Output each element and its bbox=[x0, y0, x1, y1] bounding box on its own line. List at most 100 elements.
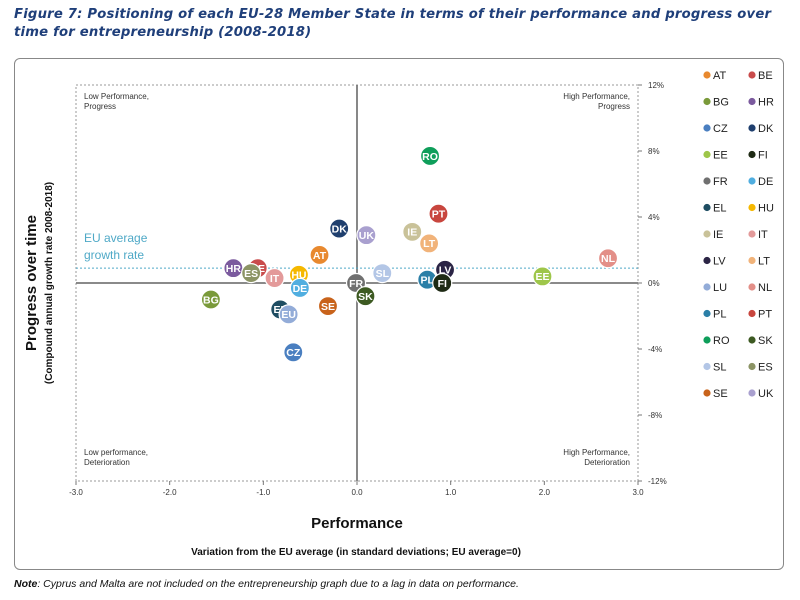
legend-marker-ie bbox=[703, 230, 711, 238]
legend-marker-cz bbox=[703, 124, 711, 132]
legend-label-at: AT bbox=[713, 70, 727, 82]
legend-label-fr: FR bbox=[713, 176, 728, 188]
eu-average-label: growth rate bbox=[84, 248, 144, 262]
point-label-se: SE bbox=[321, 301, 335, 313]
quadrant-label-bottom-right: Deterioration bbox=[584, 458, 630, 467]
point-label-at: AT bbox=[313, 250, 327, 262]
legend-marker-ro bbox=[703, 336, 711, 344]
point-se bbox=[317, 296, 339, 317]
x-tick-label: -1.0 bbox=[256, 488, 270, 497]
legend-marker-sk bbox=[748, 336, 756, 344]
point-label-uk: UK bbox=[359, 230, 375, 242]
footnote: Note: Cyprus and Malta are not included … bbox=[14, 578, 519, 590]
legend-label-se: SE bbox=[713, 388, 728, 400]
point-uk bbox=[356, 225, 377, 246]
x-tick-label: 1.0 bbox=[445, 488, 457, 497]
point-label-cz: CZ bbox=[286, 347, 301, 359]
y-tick-label: -12% bbox=[648, 477, 667, 486]
point-label-ro: RO bbox=[422, 151, 438, 163]
x-tick-label: -3.0 bbox=[69, 488, 83, 497]
point-sk bbox=[355, 286, 376, 307]
point-label-es: ES bbox=[244, 268, 258, 280]
x-tick-label: -2.0 bbox=[163, 488, 177, 497]
point-label-bg: BG bbox=[203, 294, 219, 306]
point-label-sl: SL bbox=[376, 268, 390, 280]
point-label-dk: DK bbox=[332, 223, 348, 235]
legend-marker-hu bbox=[748, 203, 756, 212]
y-tick-label: -8% bbox=[648, 411, 662, 420]
legend-marker-ee bbox=[703, 150, 711, 159]
legend-marker-dk bbox=[748, 124, 756, 132]
point-ro bbox=[419, 145, 441, 167]
legend-label-es: ES bbox=[758, 362, 773, 374]
point-label-ie: IE bbox=[407, 227, 417, 239]
point-label-it: IT bbox=[270, 273, 280, 285]
legend-label-nl: NL bbox=[758, 282, 772, 294]
legend-marker-lt bbox=[748, 256, 756, 265]
y-tick-label: -4% bbox=[648, 345, 662, 354]
y-tick-label: 12% bbox=[648, 81, 664, 90]
quadrant-label-top-right: Progress bbox=[598, 102, 630, 111]
point-label-hr: HR bbox=[226, 263, 242, 275]
legend-marker-uk bbox=[748, 389, 756, 397]
point-at bbox=[309, 244, 330, 266]
point-sl bbox=[372, 263, 393, 284]
legend-marker-it bbox=[748, 230, 756, 238]
legend-marker-fr bbox=[703, 177, 711, 185]
legend-label-it: IT bbox=[758, 229, 768, 241]
legend-label-de: DE bbox=[758, 176, 773, 188]
chart-frame bbox=[14, 58, 784, 570]
legend-marker-lu bbox=[703, 283, 711, 291]
point-eu bbox=[278, 304, 299, 325]
legend-marker-sl bbox=[703, 362, 711, 371]
point-lt bbox=[419, 233, 440, 254]
legend-marker-hr bbox=[748, 97, 756, 106]
y-tick-label: 4% bbox=[648, 213, 660, 222]
point-cz bbox=[283, 342, 304, 363]
legend-label-sk: SK bbox=[758, 335, 773, 347]
point-label-sk: SK bbox=[358, 291, 373, 303]
point-label-nl: NL bbox=[601, 253, 616, 265]
legend-marker-be bbox=[748, 71, 756, 79]
point-label-de: DE bbox=[293, 283, 308, 295]
legend-label-hu: HU bbox=[758, 203, 774, 215]
legend-label-lu: LU bbox=[713, 282, 727, 294]
figure-title: Figure 7: Positioning of each EU-28 Memb… bbox=[14, 7, 772, 40]
eu-average-label: EU average bbox=[84, 231, 148, 245]
legend-marker-es bbox=[748, 362, 756, 371]
legend-marker-bg bbox=[703, 97, 711, 106]
legend-label-lv: LV bbox=[713, 256, 726, 268]
x-axis-title: Performance bbox=[311, 515, 403, 532]
point-label-fr: FR bbox=[349, 278, 363, 290]
legend-marker-se bbox=[703, 389, 711, 397]
legend-marker-el bbox=[703, 203, 711, 212]
quadrant-label-bottom-left: Deterioration bbox=[84, 458, 130, 467]
legend-label-el: EL bbox=[713, 203, 726, 215]
legend-marker-lv bbox=[703, 256, 711, 265]
legend-label-uk: UK bbox=[758, 388, 774, 400]
legend-marker-pl bbox=[703, 309, 711, 318]
y-axis-subtitle: (Compound annual growth rate 2008-2018) bbox=[44, 182, 55, 384]
x-tick-label: 0.0 bbox=[351, 488, 363, 497]
x-axis-subtitle: Variation from the EU average (in standa… bbox=[191, 547, 521, 558]
legend-marker-fi bbox=[748, 150, 756, 159]
quadrant-label-top-left: Low Performance, bbox=[84, 92, 149, 101]
legend-marker-nl bbox=[748, 283, 756, 291]
legend-label-pt: PT bbox=[758, 309, 772, 321]
point-it bbox=[264, 267, 285, 289]
x-tick-label: 3.0 bbox=[632, 488, 644, 497]
point-nl bbox=[597, 248, 619, 269]
legend-marker-at bbox=[703, 71, 711, 79]
legend-label-hr: HR bbox=[758, 97, 774, 109]
quadrant-label-top-left: Progress bbox=[84, 102, 116, 111]
legend-label-ie: IE bbox=[713, 229, 723, 241]
quadrant-label-top-right: High Performance, bbox=[563, 92, 630, 101]
legend-label-pl: PL bbox=[713, 309, 726, 321]
point-label-fi: FI bbox=[438, 278, 447, 290]
point-label-pl: PL bbox=[421, 275, 435, 287]
legend-marker-pt bbox=[748, 309, 756, 318]
point-label-pt: PT bbox=[432, 209, 446, 221]
point-pt bbox=[428, 203, 449, 224]
y-tick-label: 8% bbox=[648, 147, 660, 156]
